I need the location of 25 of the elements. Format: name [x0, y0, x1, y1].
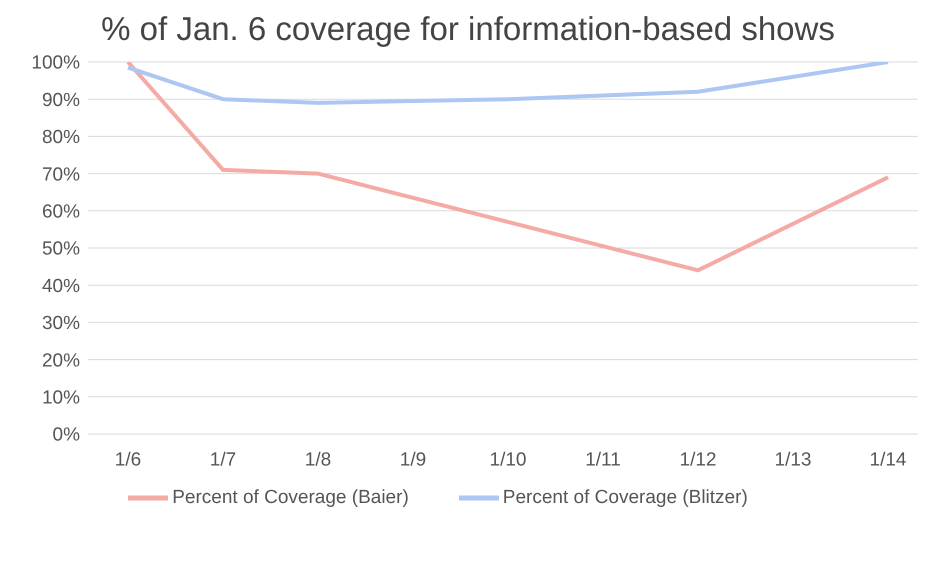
y-tick-label: 80% — [42, 127, 80, 148]
line-series — [126, 62, 890, 105]
y-tick-label: 60% — [42, 202, 80, 223]
y-tick-label: 50% — [42, 238, 80, 260]
legend-label: Percent of Coverage (Blitzer) — [502, 487, 748, 508]
y-tick-label: 30% — [42, 313, 80, 334]
y-tick-label: 90% — [42, 90, 80, 111]
x-tick-label: 1/12 — [680, 449, 716, 470]
legend-label: Percent of Coverage (Baier) — [172, 487, 409, 508]
x-tick-label: 1/6 — [114, 449, 142, 470]
y-tick-label: 0% — [52, 424, 80, 446]
x-tick-label: 1/11 — [585, 449, 621, 470]
x-tick-label: 1/8 — [304, 449, 332, 470]
y-tick-label: 20% — [42, 350, 80, 372]
y-tick-label: 10% — [42, 388, 80, 409]
line-series — [126, 62, 890, 272]
y-tick-label: 100% — [31, 52, 80, 74]
chart-title: % of Jan. 6 coverage for information-based shows — [100, 9, 836, 48]
y-tick-label: 40% — [42, 276, 80, 297]
x-tick-label: 1/10 — [490, 449, 526, 470]
x-tick-label: 1/14 — [870, 449, 907, 470]
x-tick-label: 1/13 — [774, 449, 812, 470]
x-tick-label: 1/7 — [210, 449, 236, 470]
y-tick-label: 70% — [42, 164, 80, 186]
x-tick-label: 1/9 — [400, 449, 426, 470]
